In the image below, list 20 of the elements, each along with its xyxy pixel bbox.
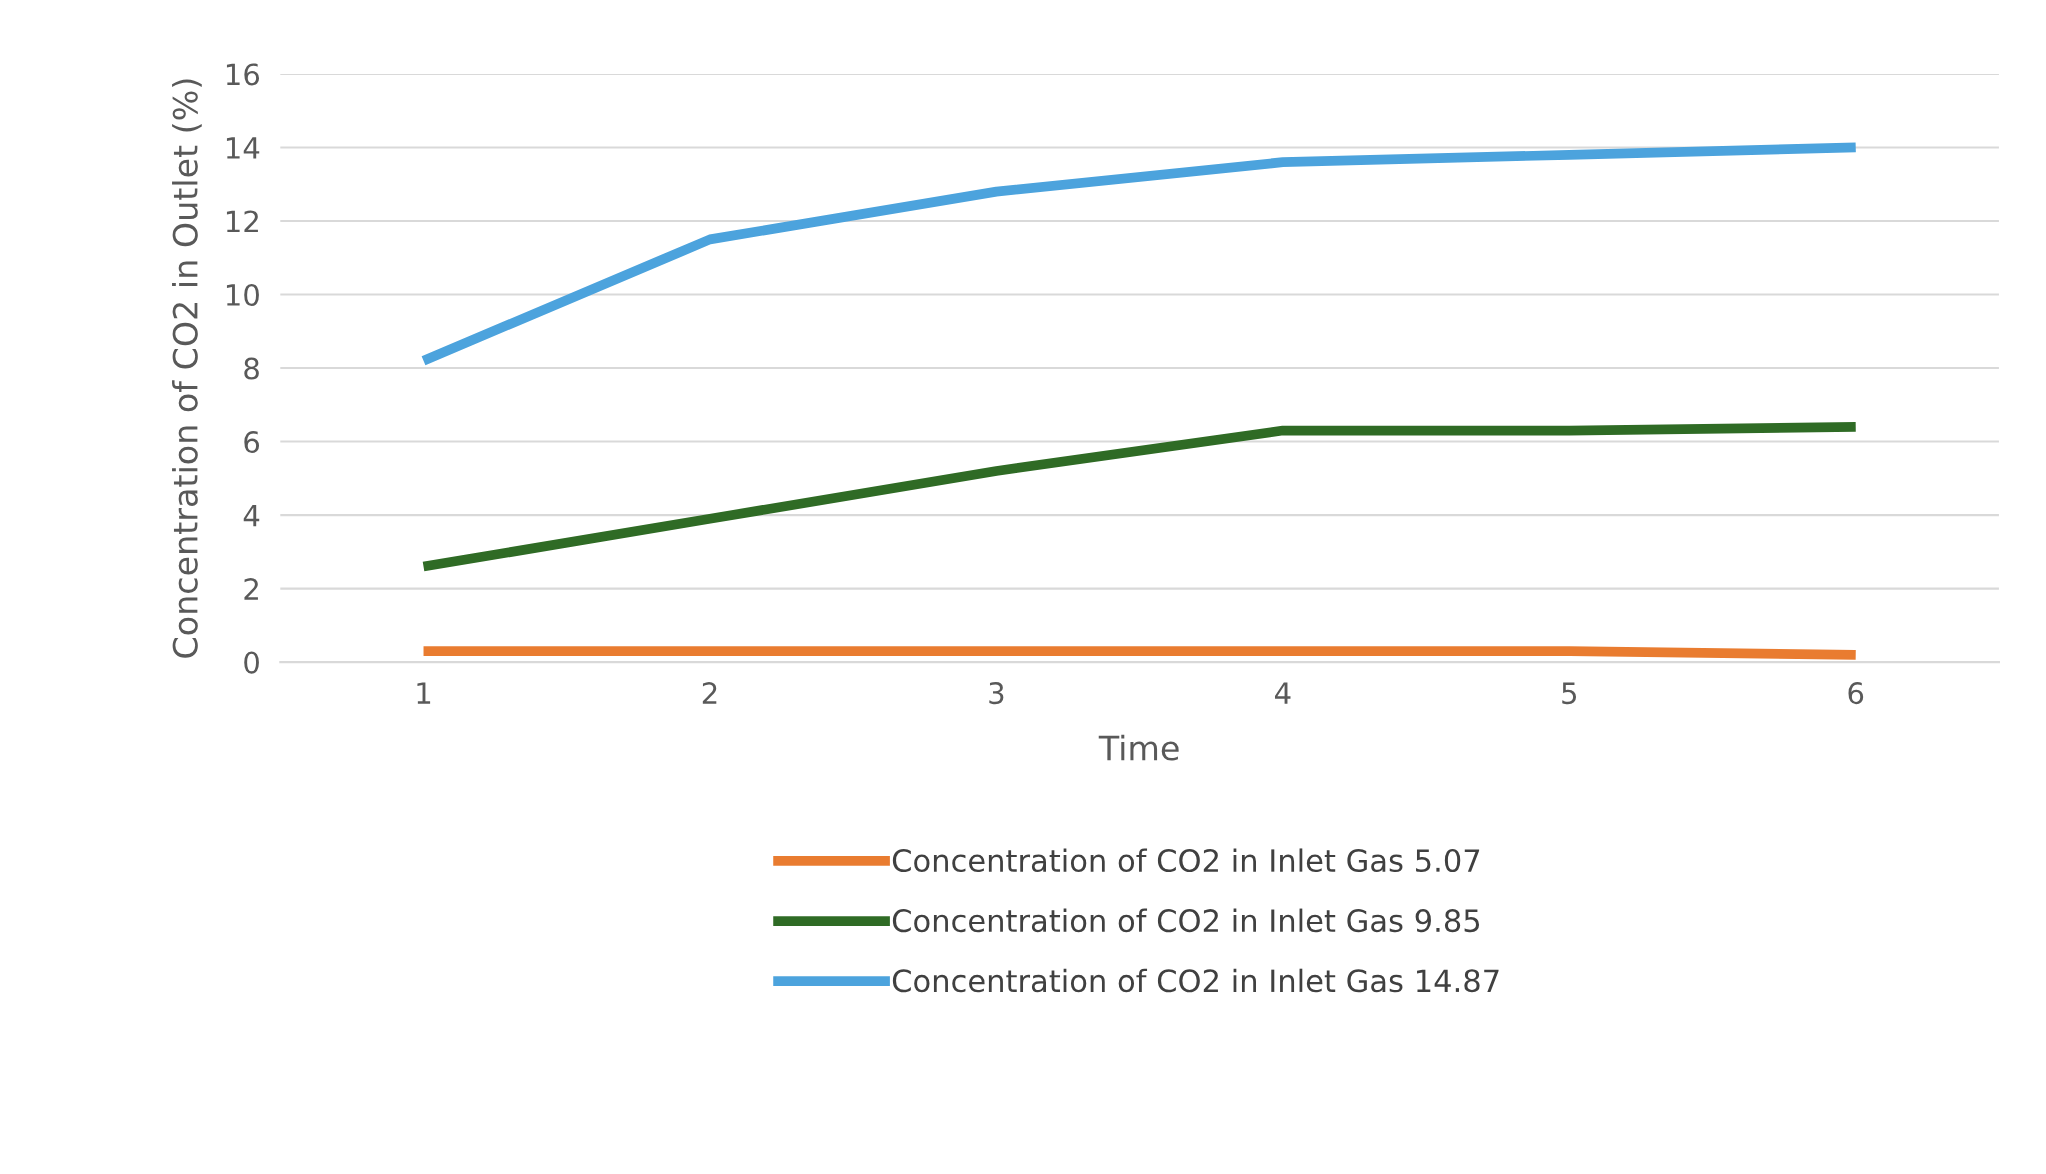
y-axis-title: Concentration of CO2 in Outlet (%) [172, 79, 202, 658]
y-tick-label: 6 [244, 431, 260, 454]
x-tick-label: 4 [1274, 682, 1291, 704]
y-tick-label: 10 [226, 283, 259, 307]
y-tick-label: 12 [226, 210, 258, 233]
y-tick-label: 4 [243, 504, 260, 527]
x-axis-title: Time [1098, 734, 1179, 761]
legend-label: Concentration of CO2 in Inlet Gas 14.87 [892, 968, 1499, 993]
legend-label: Concentration of CO2 in Inlet Gas 9.85 [892, 908, 1480, 933]
y-tick-label: 0 [244, 651, 259, 674]
x-tick-label: 2 [702, 682, 717, 704]
y-tick-label: 16 [226, 63, 260, 86]
x-tick-label: 5 [1562, 682, 1577, 705]
y-tick-label: 2 [244, 578, 258, 600]
y-tick-label: 14 [226, 137, 260, 159]
y-tick-label: 8 [244, 357, 259, 380]
x-tick-label: 1 [417, 682, 431, 704]
x-tick-label: 6 [1848, 682, 1864, 705]
legend-label: Concentration of CO2 in Inlet Gas 5.07 [892, 848, 1480, 873]
x-tick-label: 3 [989, 682, 1004, 705]
